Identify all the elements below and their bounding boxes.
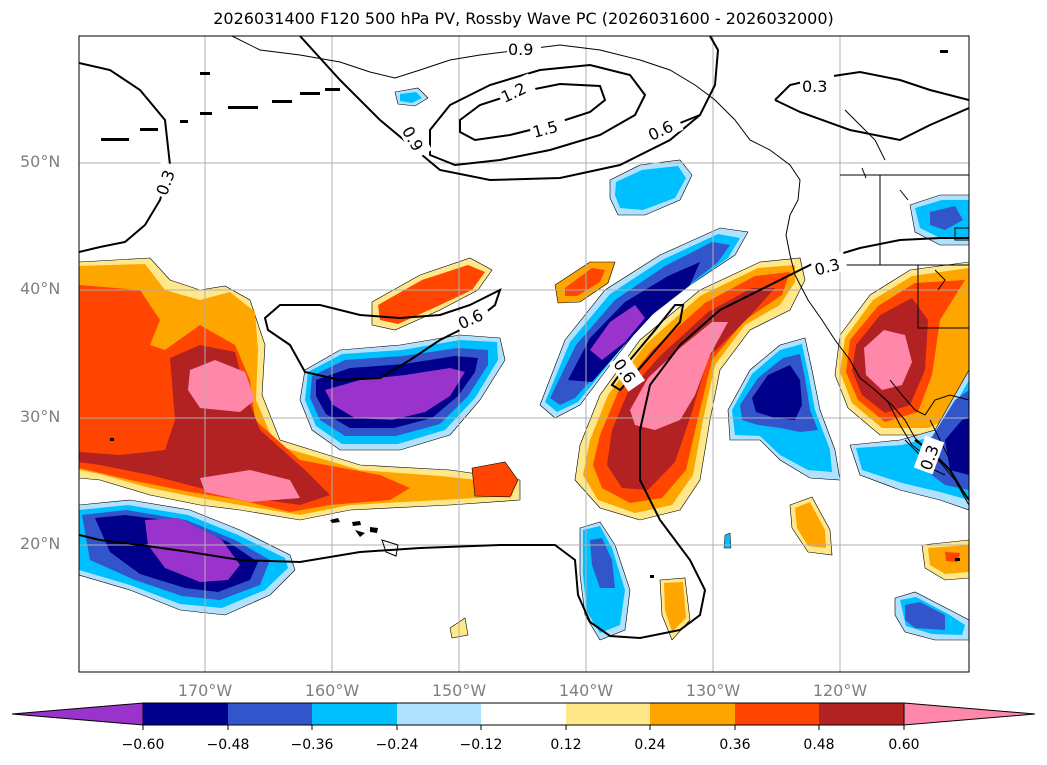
neg-central-l5 bbox=[325, 368, 465, 420]
neg-tiny-130w bbox=[723, 532, 732, 549]
contour-0-3-ne-low bbox=[774, 99, 969, 142]
pos-south-120w-inner bbox=[795, 502, 826, 548]
colorbar-tick-label: 0.48 bbox=[803, 737, 835, 753]
colorbar-seg-3 bbox=[397, 703, 481, 725]
figure-title: 2026031400 F120 500 hPa PV, Rossby Wave … bbox=[213, 9, 834, 28]
colorbar-seg-2 bbox=[312, 703, 397, 725]
pos-california-l5 bbox=[864, 330, 912, 390]
contour-0-9 bbox=[299, 36, 720, 182]
colorbar-tick-label: 0.12 bbox=[550, 737, 582, 753]
colorbar-tick-label: 0.60 bbox=[888, 737, 920, 753]
pos-near-140w-inner bbox=[565, 268, 605, 296]
colorbar-tick-label: −0.60 bbox=[121, 737, 165, 753]
neg-mexico-l4 bbox=[945, 418, 969, 475]
colorbar-seg-0 bbox=[143, 703, 228, 725]
lon-label-150w: 150°W bbox=[431, 681, 487, 700]
contour-label-0-9-top: 0.9 bbox=[508, 40, 533, 59]
negative-pc-field bbox=[79, 87, 969, 641]
map-frame bbox=[78, 35, 970, 673]
colorbar-seg-8 bbox=[819, 703, 904, 725]
colorbar-tick-label: −0.36 bbox=[290, 737, 334, 753]
colorbar-tick-label: −0.12 bbox=[459, 737, 503, 753]
lon-label-130w: 130°W bbox=[685, 681, 741, 700]
colorbar-seg-4 bbox=[481, 703, 566, 725]
lat-label-40n: 40°N bbox=[20, 279, 61, 298]
neg-south-140w-l3 bbox=[590, 538, 615, 588]
pos-west-band-l5b bbox=[200, 470, 300, 502]
neg-sw-l5 bbox=[145, 518, 240, 582]
colorbar-arrow-min bbox=[11, 702, 144, 726]
colorbar-seg-1 bbox=[228, 703, 312, 725]
islands bbox=[101, 50, 960, 578]
colorbar-seg-5 bbox=[566, 703, 650, 725]
neg-north-gulf-inner bbox=[615, 166, 686, 210]
colorbar-tick-label: 0.36 bbox=[719, 737, 751, 753]
neg-nw-small-inner bbox=[400, 92, 422, 103]
contour-label-0-3-ne: 0.3 bbox=[802, 77, 827, 96]
colorbar-tick-label: −0.48 bbox=[206, 737, 250, 753]
graticule bbox=[79, 36, 969, 672]
neg-se-small-core bbox=[905, 602, 945, 630]
colorbar-seg-6 bbox=[650, 703, 735, 725]
lon-label-120w: 120°W bbox=[812, 681, 868, 700]
contour-0-3-tropics bbox=[79, 237, 969, 640]
colorbar-seg-7 bbox=[735, 703, 819, 725]
lon-label-160w: 160°W bbox=[304, 681, 360, 700]
lat-label-30n: 30°N bbox=[20, 407, 61, 426]
map-plot-area: 0.9 1.2 1.5 0.6 0.3 0.9 0.3 0.6 0.3 0.6 … bbox=[79, 36, 969, 672]
lat-label-50n: 50°N bbox=[20, 152, 61, 171]
positive-pc-field bbox=[79, 257, 969, 641]
contour-1-2 bbox=[429, 63, 647, 167]
neg-east-l4 bbox=[752, 365, 802, 420]
colorbar-tick-label: −0.24 bbox=[375, 737, 419, 753]
colorbar bbox=[11, 702, 1036, 730]
colorbar-frame bbox=[142, 702, 905, 726]
neg-ne-corner-core bbox=[930, 206, 963, 230]
pos-south-130w-inner bbox=[664, 582, 686, 632]
colorbar-tick-label: 0.24 bbox=[634, 737, 666, 753]
pos-small-east-w bbox=[471, 461, 519, 498]
lon-label-170w: 170°W bbox=[177, 681, 233, 700]
colorbar-ticks bbox=[142, 725, 905, 730]
colorbar-arrow-max bbox=[903, 702, 1036, 726]
pos-central-north-l2 bbox=[378, 265, 485, 324]
neg-diag-l5 bbox=[590, 305, 645, 360]
pos-diagonal-l5 bbox=[630, 322, 728, 430]
lat-label-20n: 20°N bbox=[20, 534, 61, 553]
lon-label-140w: 140°W bbox=[558, 681, 614, 700]
contour-0-3-ne bbox=[774, 70, 969, 101]
